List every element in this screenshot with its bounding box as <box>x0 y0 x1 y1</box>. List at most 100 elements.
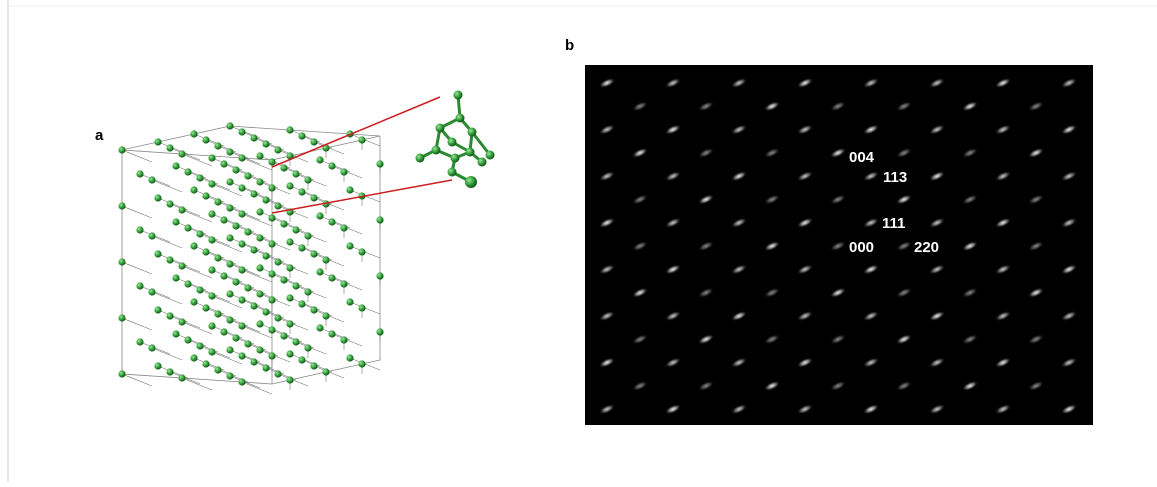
atom <box>226 260 233 267</box>
atom <box>465 176 477 188</box>
atom <box>238 352 245 359</box>
atom <box>448 168 457 177</box>
atom <box>202 136 209 143</box>
atom <box>346 186 353 193</box>
atom <box>238 184 245 191</box>
atom <box>190 298 197 305</box>
atom <box>244 172 251 179</box>
atom <box>196 342 203 349</box>
atom <box>376 328 383 335</box>
atom <box>118 202 125 209</box>
bond <box>182 322 212 334</box>
atom <box>340 280 347 287</box>
atom <box>226 234 233 241</box>
atom <box>250 246 257 253</box>
atom <box>184 280 191 287</box>
atom <box>184 336 191 343</box>
atom <box>184 168 191 175</box>
atom <box>256 208 263 215</box>
atom <box>310 194 317 201</box>
spot-label: 220 <box>914 239 939 256</box>
atom <box>148 288 155 295</box>
atom <box>214 198 221 205</box>
spot-label: 000 <box>849 239 874 256</box>
bond <box>212 352 242 364</box>
crystal-structure <box>118 122 383 394</box>
atom <box>268 158 275 165</box>
atom <box>250 302 257 309</box>
atom <box>298 356 305 363</box>
atom <box>226 290 233 297</box>
atom <box>190 130 197 137</box>
bond <box>152 292 182 304</box>
atom <box>346 298 353 305</box>
atom <box>184 224 191 231</box>
atom <box>178 206 185 213</box>
atom <box>238 210 245 217</box>
atom <box>280 276 287 283</box>
atom <box>118 314 125 321</box>
bond <box>182 266 212 278</box>
atom <box>310 306 317 313</box>
atom <box>304 344 311 351</box>
bond <box>212 240 242 252</box>
atom <box>468 128 477 137</box>
atom <box>432 146 441 155</box>
atom <box>154 306 161 313</box>
atom <box>456 114 465 123</box>
atom <box>328 274 335 281</box>
atom <box>250 134 257 141</box>
atom <box>262 140 269 147</box>
atom <box>226 178 233 185</box>
cube-edge <box>122 126 230 150</box>
atom <box>268 214 275 221</box>
atom <box>118 258 125 265</box>
atom <box>208 210 215 217</box>
atom <box>358 360 365 367</box>
atom <box>286 350 293 357</box>
atom <box>256 178 263 185</box>
atom <box>238 240 245 247</box>
atom <box>202 248 209 255</box>
bond <box>242 270 272 282</box>
atom <box>310 362 317 369</box>
atom <box>226 372 233 379</box>
panel-label: b <box>565 37 574 54</box>
bond <box>152 236 182 248</box>
atom <box>208 180 215 187</box>
atom <box>244 340 251 347</box>
atom <box>226 316 233 323</box>
atom <box>154 250 161 257</box>
atom <box>178 150 185 157</box>
atom <box>256 290 263 297</box>
atom <box>298 300 305 307</box>
atom <box>214 310 221 317</box>
atom <box>268 240 275 247</box>
spot-label: 004 <box>849 149 875 166</box>
atom <box>454 91 463 100</box>
atom <box>148 344 155 351</box>
atom <box>208 266 215 273</box>
atom <box>316 156 323 163</box>
atom <box>238 296 245 303</box>
atom <box>250 190 257 197</box>
atom <box>286 264 293 271</box>
atom <box>292 170 299 177</box>
atom <box>286 294 293 301</box>
atom <box>286 238 293 245</box>
figure: a b 004 113 111 000 220 <box>0 0 1157 482</box>
atom <box>178 262 185 269</box>
atom <box>148 232 155 239</box>
atom <box>322 256 329 263</box>
atom <box>274 258 281 265</box>
atom <box>136 282 143 289</box>
atom <box>136 338 143 345</box>
atom <box>238 266 245 273</box>
atom <box>340 224 347 231</box>
atom <box>298 188 305 195</box>
atom <box>220 216 227 223</box>
atom <box>262 308 269 315</box>
atom <box>136 170 143 177</box>
atom <box>220 328 227 335</box>
atom <box>154 362 161 369</box>
